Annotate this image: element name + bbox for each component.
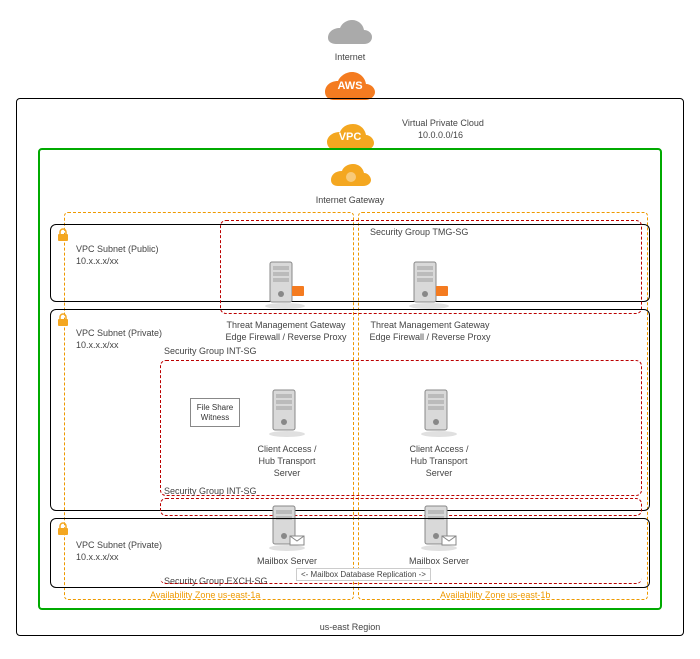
aws-badge-text: AWS [323, 80, 377, 92]
sg-int2-box [160, 498, 642, 516]
sg-int2-label: Security Group INT-SG [164, 486, 257, 496]
subnet-private2-cidr: 10.x.x.x/xx [76, 552, 119, 562]
cas-left-l3: Server [248, 468, 326, 478]
vpc-title: Virtual Private Cloud [402, 118, 484, 128]
vpc-cidr: 10.0.0.0/16 [418, 130, 463, 140]
subnet-private2-label: VPC Subnet (Private) [76, 540, 162, 550]
region-label: us-east Region [0, 622, 700, 632]
subnet-public-label: VPC Subnet (Public) [76, 244, 159, 254]
igw-label: Internet Gateway [0, 195, 700, 205]
subnet-public-cidr: 10.x.x.x/xx [76, 256, 119, 266]
server-icon [404, 258, 454, 313]
cas-right-l2: Hub Transport [400, 456, 478, 466]
cas-left-l1: Client Access / [248, 444, 326, 454]
subnet-private1-label: VPC Subnet (Private) [76, 328, 162, 338]
server-icon [260, 258, 310, 313]
az-right-label: Availability Zone us-east-1b [440, 590, 550, 600]
lock-icon [56, 522, 70, 536]
az-left-label: Availability Zone us-east-1a [150, 590, 260, 600]
cas-left-l2: Hub Transport [248, 456, 326, 466]
cas-right-l1: Client Access / [400, 444, 478, 454]
sg-int1-label: Security Group INT-SG [164, 346, 257, 356]
fsw-l2: Witness [193, 413, 237, 423]
igw-cloud-icon [330, 162, 372, 192]
lock-icon [56, 228, 70, 242]
server-icon [416, 386, 466, 441]
lock-icon [56, 313, 70, 327]
vpc-badge-text: VPC [325, 131, 375, 143]
cas-right-l3: Server [400, 468, 478, 478]
fsw-box: File Share Witness [190, 398, 240, 427]
server-icon [264, 386, 314, 441]
sg-tmg-label: Security Group TMG-SG [370, 227, 468, 237]
subnet-private1-cidr: 10.x.x.x/xx [76, 340, 119, 350]
internet-cloud-icon [326, 18, 374, 50]
fsw-l1: File Share [193, 403, 237, 413]
sg-exch-box [160, 526, 642, 584]
internet-label: Internet [0, 52, 700, 62]
